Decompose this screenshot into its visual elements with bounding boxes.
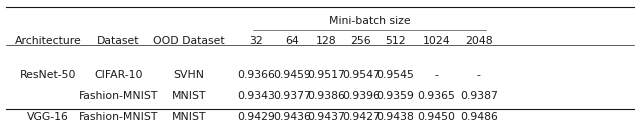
Text: 0.9545: 0.9545 [376, 70, 415, 80]
Text: 64: 64 [285, 36, 299, 46]
Text: 0.9438: 0.9438 [376, 112, 415, 122]
Text: 0.9359: 0.9359 [376, 91, 415, 101]
Text: Architecture: Architecture [15, 36, 81, 46]
Text: Fashion-MNIST: Fashion-MNIST [79, 91, 158, 101]
Text: VGG-16: VGG-16 [27, 112, 69, 122]
Text: MNIST: MNIST [172, 112, 206, 122]
Text: Mini-batch size: Mini-batch size [329, 16, 410, 26]
Text: 256: 256 [351, 36, 371, 46]
Text: 0.9386: 0.9386 [307, 91, 346, 101]
Text: OOD Dataset: OOD Dataset [153, 36, 225, 46]
Text: 0.9387: 0.9387 [460, 91, 498, 101]
Text: Fashion-MNIST: Fashion-MNIST [79, 112, 158, 122]
Text: ResNet-50: ResNet-50 [20, 70, 76, 80]
Text: 0.9366: 0.9366 [237, 70, 275, 80]
Text: -: - [477, 70, 481, 80]
Text: CIFAR-10: CIFAR-10 [94, 70, 143, 80]
Text: 0.9436: 0.9436 [273, 112, 311, 122]
Text: 0.9437: 0.9437 [307, 112, 346, 122]
Text: 0.9343: 0.9343 [237, 91, 275, 101]
Text: MNIST: MNIST [172, 91, 206, 101]
Text: 0.9377: 0.9377 [273, 91, 311, 101]
Text: 0.9365: 0.9365 [417, 91, 456, 101]
Text: 2048: 2048 [465, 36, 493, 46]
Text: 128: 128 [316, 36, 337, 46]
Text: 0.9427: 0.9427 [342, 112, 380, 122]
Text: 1024: 1024 [422, 36, 451, 46]
Text: 0.9547: 0.9547 [342, 70, 380, 80]
Text: 0.9450: 0.9450 [417, 112, 456, 122]
Text: Dataset: Dataset [97, 36, 140, 46]
Text: 0.9396: 0.9396 [342, 91, 380, 101]
Text: SVHN: SVHN [173, 70, 204, 80]
Text: 0.9517: 0.9517 [307, 70, 346, 80]
Text: 32: 32 [249, 36, 263, 46]
Text: 0.9459: 0.9459 [273, 70, 311, 80]
Text: 0.9486: 0.9486 [460, 112, 498, 122]
Text: 512: 512 [385, 36, 406, 46]
Text: -: - [435, 70, 438, 80]
Text: 0.9429: 0.9429 [237, 112, 275, 122]
